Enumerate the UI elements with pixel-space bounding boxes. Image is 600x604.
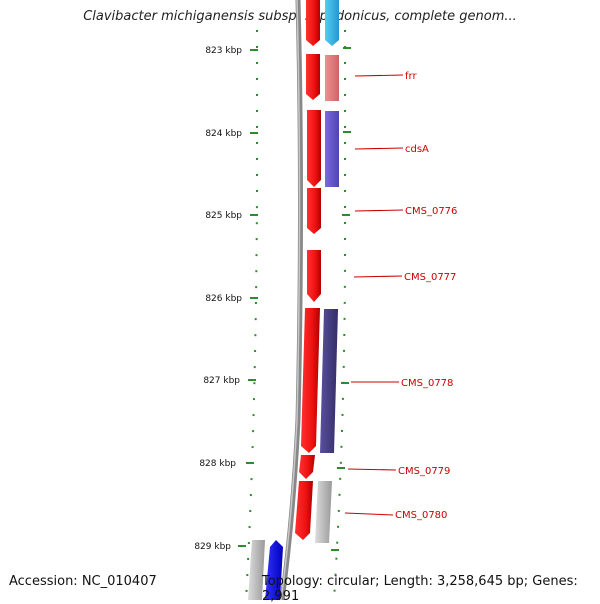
gene-label-cms-0777[interactable]: CMS_0777	[404, 272, 456, 283]
tick-label: 826 kbp	[205, 294, 242, 304]
gene-label-cms-0780[interactable]: CMS_0780	[395, 510, 447, 521]
gene-labels: frr cdsA CMS_0776 CMS_0777 CMS_0778 CMS_…	[395, 71, 457, 521]
genome-backbone	[279, 0, 303, 600]
cog-block[interactable]	[325, 111, 339, 187]
tick-label: 823 kbp	[205, 46, 242, 56]
forward-cds-track	[295, 0, 321, 540]
cog-block[interactable]	[325, 55, 339, 101]
gene-label-cms-0776[interactable]: CMS_0776	[405, 206, 457, 217]
gene-label-frr[interactable]: frr	[405, 71, 417, 82]
tick-label: 825 kbp	[205, 211, 242, 221]
cds-arrow-reverse[interactable]	[265, 540, 283, 600]
cog-block-reverse[interactable]	[248, 540, 265, 600]
cds-arrow[interactable]	[307, 250, 321, 302]
outer-ruler-ticks	[331, 47, 351, 551]
cds-arrow[interactable]	[306, 54, 320, 100]
cds-arrow[interactable]	[301, 308, 320, 453]
gene-label-cms-0779[interactable]: CMS_0779	[398, 466, 450, 477]
genome-backbone-highlight	[280, 0, 301, 600]
cog-block[interactable]	[325, 0, 339, 46]
cds-arrow[interactable]	[299, 455, 315, 479]
ruler-arc	[245, 30, 258, 600]
cds-arrow[interactable]	[307, 110, 321, 187]
tick-label: 827 kbp	[203, 376, 240, 386]
reverse-cds-track	[248, 540, 283, 600]
accession-text: Accession: NC_010407	[9, 574, 157, 589]
tick-label: 828 kbp	[199, 459, 236, 469]
cds-arrow[interactable]	[306, 0, 320, 46]
gene-leaders	[344, 74, 404, 516]
cds-arrow[interactable]	[307, 188, 321, 234]
cog-block[interactable]	[315, 481, 332, 543]
gene-label-cms-0778[interactable]: CMS_0778	[401, 378, 453, 389]
cds-arrow[interactable]	[295, 481, 313, 540]
cog-block[interactable]	[320, 309, 338, 453]
cog-track	[315, 0, 339, 543]
ruler-ticks	[238, 49, 258, 547]
ruler-labels: 823 kbp 824 kbp 825 kbp 826 kbp 827 kbp …	[194, 46, 242, 552]
tick-label: 824 kbp	[205, 129, 242, 139]
tick-label: 829 kbp	[194, 542, 231, 552]
gene-label-cdsA[interactable]: cdsA	[405, 144, 429, 155]
